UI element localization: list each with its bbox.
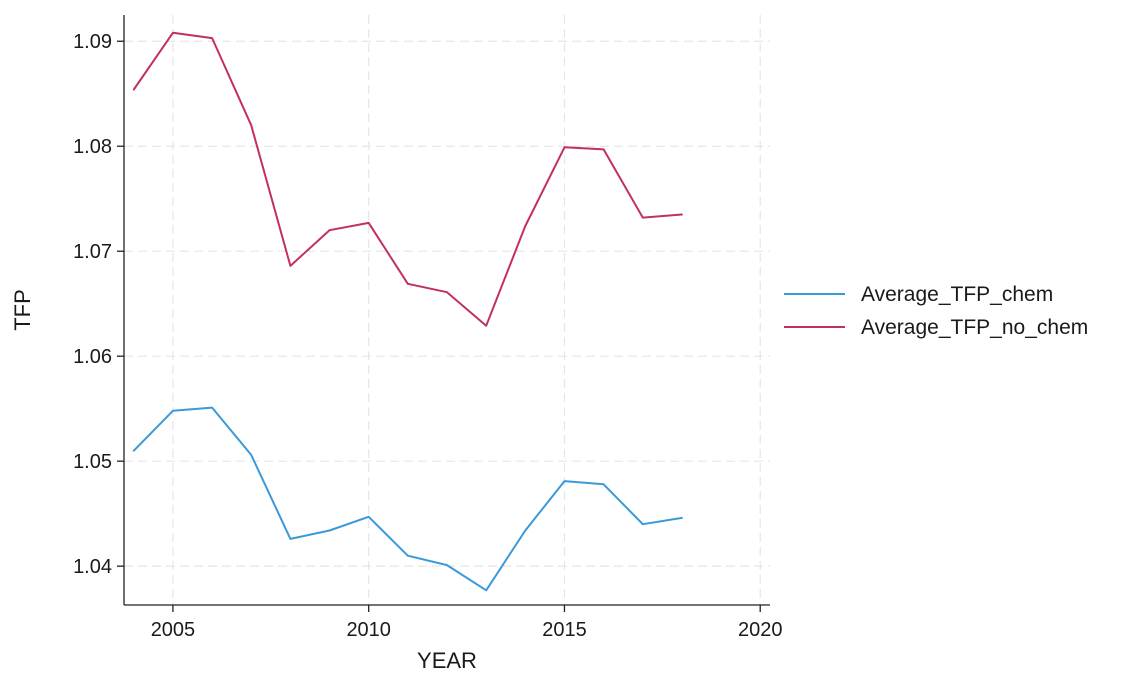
x-axis-ticks: 2005 2010 2015 2020 xyxy=(151,605,783,641)
x-tick-label: 2020 xyxy=(738,619,783,641)
y-axis-ticks: 1.04 1.05 1.06 1.07 1.08 1.09 xyxy=(73,31,124,578)
y-tick-label: 1.07 xyxy=(73,241,112,263)
y-tick-label: 1.04 xyxy=(73,556,112,578)
legend-label: Average_TFP_no_chem xyxy=(861,316,1088,339)
legend: Average_TFP_chem Average_TFP_no_chem xyxy=(784,283,1088,339)
y-tick-label: 1.05 xyxy=(73,451,112,473)
x-tick-label: 2010 xyxy=(346,619,391,641)
series-line-average-tfp-chem xyxy=(132,406,683,592)
series-line-average-tfp-no-chem xyxy=(132,31,683,327)
x-tick-label: 2005 xyxy=(151,619,196,641)
axes xyxy=(123,15,770,606)
series-layer xyxy=(132,31,683,592)
y-tick-label: 1.08 xyxy=(73,136,112,158)
legend-label: Average_TFP_chem xyxy=(861,283,1053,306)
y-axis-title: TFP xyxy=(10,289,35,331)
gridlines xyxy=(124,15,770,605)
y-tick-label: 1.06 xyxy=(73,346,112,368)
x-tick-label: 2015 xyxy=(542,619,587,641)
x-axis-title: YEAR xyxy=(417,648,477,673)
y-tick-label: 1.09 xyxy=(73,31,112,53)
